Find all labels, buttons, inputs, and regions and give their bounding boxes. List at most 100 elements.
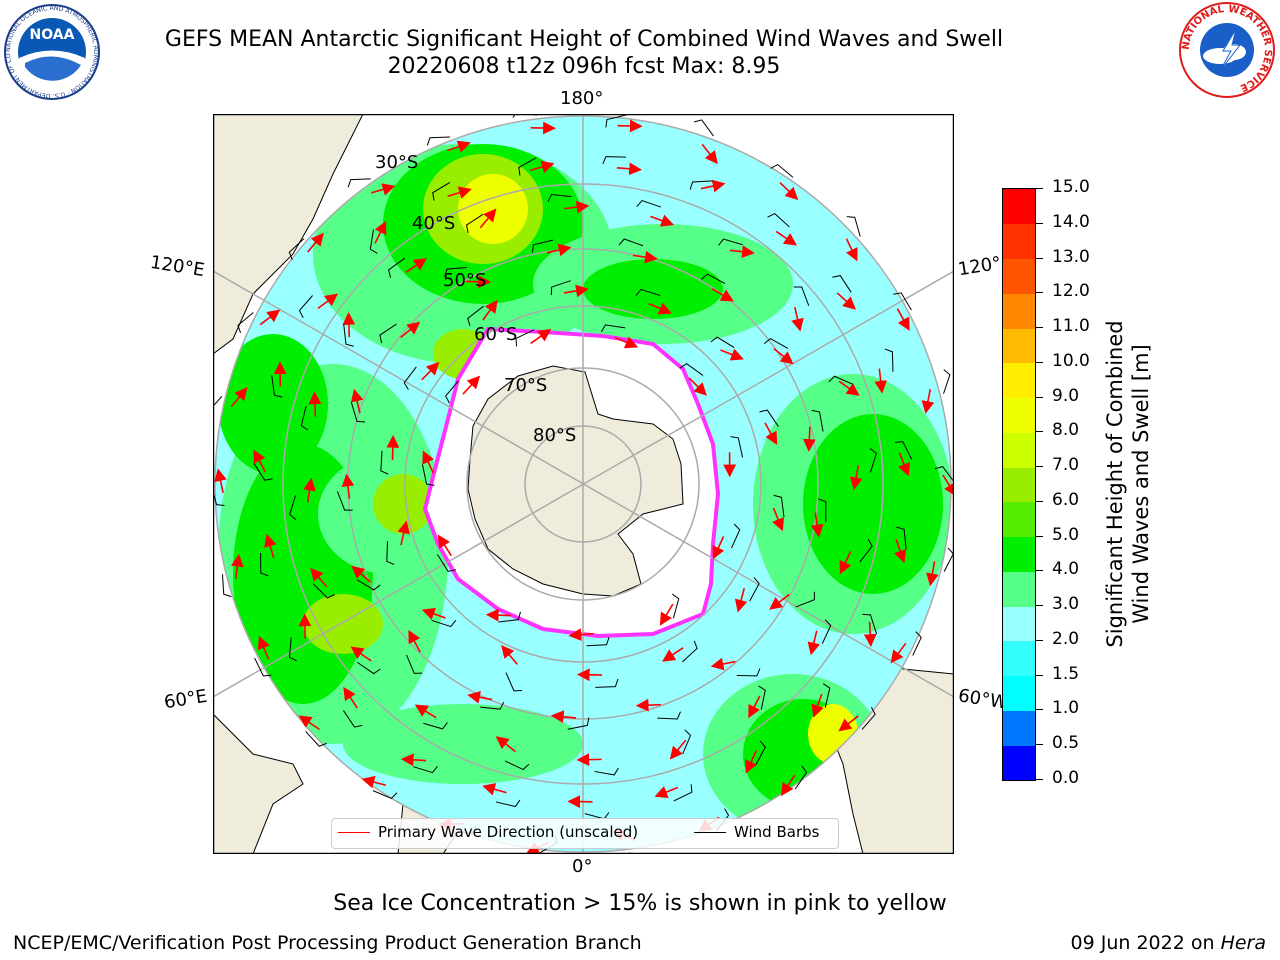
wave-direction-arrow [467, 690, 493, 704]
colorbar-tick-label: 9.0 [1052, 385, 1080, 406]
lat-label-70s: 70°S [504, 375, 548, 396]
wave-direction-arrow [845, 238, 858, 262]
wind-barb [736, 668, 761, 677]
wave-direction-arrow [614, 336, 639, 349]
wind-barb [379, 323, 397, 344]
wave-direction-arrow [264, 533, 277, 559]
wind-barb [710, 336, 735, 348]
wind-barb [380, 450, 389, 475]
wave-direction-arrow [874, 368, 888, 394]
wind-barb [730, 436, 744, 458]
lon-label-120e: 120°E [148, 251, 207, 282]
wave-direction-arrow [836, 292, 856, 310]
wave-direction-arrow [303, 477, 316, 503]
wave-direction-arrow [310, 567, 328, 588]
wind-barb [605, 114, 627, 128]
colorbar-segment [1003, 293, 1035, 329]
wave-direction-arrow [700, 179, 726, 193]
wind-barb [618, 238, 644, 247]
wind-barb [300, 405, 309, 431]
wind-barb [356, 661, 381, 675]
wind-barb [689, 180, 713, 190]
wind-barb [893, 292, 912, 311]
lat-label-50s: 50°S [443, 270, 487, 291]
wind-barb [253, 463, 273, 481]
wind-barb [342, 710, 363, 728]
wave-direction-arrow [485, 608, 512, 622]
colorbar-tick-label: 2.0 [1052, 628, 1080, 649]
wind-barb [682, 640, 698, 663]
colorbar-segment [1003, 640, 1035, 677]
colorbar-tick-label: 15.0 [1052, 177, 1090, 197]
wind-barb [894, 441, 913, 460]
map-legend: Primary Wave Direction (unscaled) Wind B… [331, 818, 839, 849]
colorbar-segment [1003, 362, 1035, 399]
wind-barb [821, 619, 832, 644]
wave-direction-arrow [894, 539, 907, 564]
wind-barb [636, 199, 662, 208]
wave-direction-arrow [775, 230, 798, 246]
wave-direction-arrow [810, 512, 824, 538]
colorbar-segment [1003, 571, 1035, 607]
wind-barb [305, 731, 327, 747]
wind-barb [943, 369, 951, 394]
land-africa [213, 713, 304, 854]
wave-direction-arrow [791, 306, 804, 332]
machine-name: Hera [1220, 932, 1266, 954]
wind-barb [406, 654, 423, 674]
wave-direction-arrow [408, 629, 421, 653]
wave-direction-arrow [662, 647, 684, 662]
colorbar-tick-label: 7.0 [1052, 455, 1080, 476]
wind-barb [773, 494, 785, 518]
wave-direction-arrow [563, 284, 589, 298]
wave-direction-arrow [370, 183, 396, 196]
wind-barb [682, 729, 692, 755]
lat-label-30s: 30°S [375, 152, 419, 173]
wind-barb [600, 324, 626, 333]
colorbar-tick [1035, 674, 1043, 676]
wind-barb [432, 181, 451, 201]
colorbar-tick [1035, 779, 1043, 780]
lat-label-40s: 40°S [412, 213, 456, 234]
wave-direction-arrow [374, 220, 387, 244]
chart-title: GEFS MEAN Antarctic Significant Height o… [164, 27, 1004, 52]
lat-label-80s: 80°S [533, 425, 577, 446]
wind-barb [763, 337, 789, 349]
wind-barb [912, 631, 922, 656]
colorbar-tick [1035, 222, 1043, 224]
colorbar-segment [1003, 258, 1035, 294]
colorbar-tick [1035, 257, 1043, 259]
wind-barb [767, 213, 790, 228]
wave-direction-arrow [734, 587, 748, 613]
wind-barb [547, 193, 572, 202]
legend-barb-swatch [694, 832, 726, 833]
wave-direction-arrow [711, 288, 734, 302]
wind-barb [221, 574, 232, 598]
legend-item-barb: Wind Barbs [694, 823, 819, 841]
wave-direction-arrow [361, 775, 387, 789]
wind-barb [515, 329, 535, 347]
wave-direction-arrow [769, 593, 790, 610]
wave-direction-arrow [568, 628, 594, 642]
wave-direction-arrow [712, 536, 725, 560]
wave-direction-arrow [550, 710, 577, 724]
wave-direction-arrow [729, 245, 755, 259]
wave-direction-arrow [838, 715, 859, 732]
wind-barb [818, 498, 827, 522]
wave-direction-arrow [343, 686, 358, 709]
wave-direction-arrow [849, 465, 863, 491]
wind-barb [288, 238, 305, 260]
wind-barb [288, 637, 297, 662]
wave-direction-arrow [617, 119, 643, 133]
colorbar-tick [1035, 466, 1043, 468]
wind-barb [859, 538, 873, 563]
wind-barb [372, 790, 398, 800]
wind-barb [495, 799, 521, 808]
wind-barb [388, 257, 406, 278]
wind-barb [347, 178, 371, 188]
colorbar-tick [1035, 500, 1043, 502]
lat-label-60s: 60°S [474, 324, 518, 345]
wave-direction-arrow [654, 786, 679, 799]
wave-direction-arrow [257, 635, 270, 660]
wave-direction-arrow [616, 162, 642, 176]
